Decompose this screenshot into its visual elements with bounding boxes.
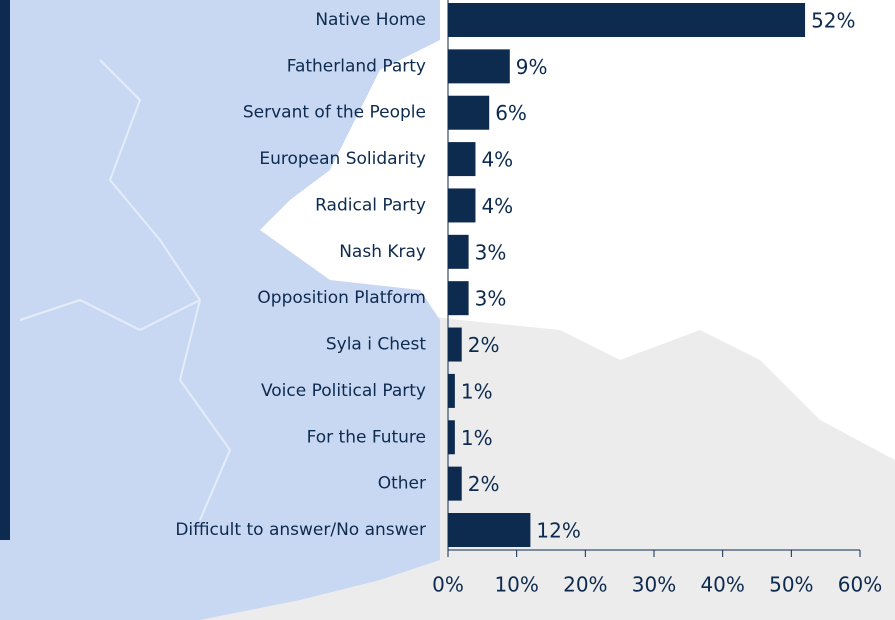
bar bbox=[448, 49, 510, 84]
x-tick-label: 10% bbox=[494, 573, 538, 597]
value-label: 9% bbox=[516, 55, 548, 79]
bar bbox=[448, 95, 490, 130]
bar bbox=[448, 327, 462, 362]
bar bbox=[448, 234, 469, 269]
category-label: Radical Party bbox=[315, 195, 426, 215]
value-label: 12% bbox=[536, 519, 580, 543]
value-label: 6% bbox=[495, 101, 527, 125]
bar bbox=[448, 281, 469, 316]
value-label: 52% bbox=[811, 9, 855, 33]
x-tick-label: 30% bbox=[632, 573, 676, 597]
category-label: For the Future bbox=[307, 427, 426, 447]
value-label: 4% bbox=[481, 148, 513, 172]
value-label: 3% bbox=[475, 287, 507, 311]
category-label: Nash Kray bbox=[339, 242, 426, 262]
value-label: 2% bbox=[468, 472, 500, 496]
value-label: 3% bbox=[475, 240, 507, 264]
category-label: Other bbox=[378, 474, 426, 494]
bar bbox=[448, 188, 476, 223]
category-label: Difficult to answer/No answer bbox=[175, 520, 426, 540]
x-tick-label: 20% bbox=[563, 573, 607, 597]
bar bbox=[448, 466, 462, 501]
category-label: European Solidarity bbox=[259, 149, 426, 169]
bar bbox=[448, 3, 806, 37]
category-label: Opposition Platform bbox=[257, 288, 426, 308]
value-label: 4% bbox=[481, 194, 513, 218]
bar bbox=[448, 420, 455, 455]
category-label: Voice Political Party bbox=[261, 381, 426, 401]
x-tick-label: 60% bbox=[838, 573, 882, 597]
bar bbox=[448, 142, 476, 177]
value-label: 1% bbox=[461, 379, 493, 403]
category-label: Servant of the People bbox=[243, 103, 426, 123]
value-label: 1% bbox=[461, 426, 493, 450]
category-label: Syla i Chest bbox=[326, 335, 426, 355]
value-label: 2% bbox=[468, 333, 500, 357]
x-tick-label: 50% bbox=[769, 573, 813, 597]
category-label: Native Home bbox=[315, 10, 426, 30]
x-tick-label: 0% bbox=[432, 573, 464, 597]
category-label: Fatherland Party bbox=[287, 56, 426, 76]
x-tick-label: 40% bbox=[700, 573, 744, 597]
bar bbox=[448, 513, 531, 547]
bar bbox=[448, 373, 455, 408]
